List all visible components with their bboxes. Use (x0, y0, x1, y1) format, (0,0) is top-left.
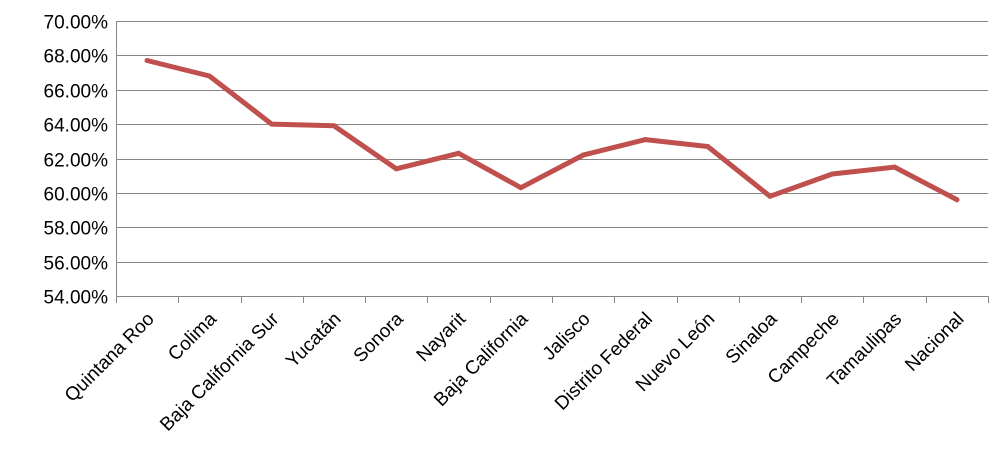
series-layer (144, 58, 960, 203)
data-point (144, 58, 150, 63)
y-tick-label: 54.00% (44, 288, 109, 309)
data-point (580, 152, 586, 158)
x-tick-label: Nayarit (413, 308, 471, 366)
x-tick-label: Jalisco (539, 309, 595, 365)
data-point (269, 121, 275, 127)
y-tick-labels: 54.00% 56.00% 58.00% 60.00% 62.00% 64.00% 66.0… (44, 13, 109, 309)
data-point (705, 144, 711, 149)
data-point (393, 166, 399, 172)
x-tick-label: Colima (164, 308, 221, 365)
data-point (456, 150, 462, 156)
y-tick-label: 60.00% (44, 185, 109, 206)
y-tick-label: 66.00% (44, 82, 109, 103)
y-tick-label: 64.00% (44, 116, 109, 137)
data-point (954, 197, 960, 203)
data-point (206, 73, 212, 79)
data-point (829, 171, 835, 177)
data-point (518, 185, 524, 191)
data-point (642, 137, 648, 143)
x-tick-label: Baja California Sur (156, 308, 283, 435)
data-point (331, 123, 337, 129)
x-tick-label: Quintana Roo (61, 309, 159, 407)
gridlines (116, 21, 988, 297)
x-tick-label: Yucatán (282, 309, 345, 372)
data-point (892, 164, 898, 170)
y-tick-label: 56.00% (44, 254, 109, 275)
x-tick-label: Sonora (350, 308, 408, 366)
x-tick-label: Sinaloa (722, 308, 782, 368)
axes (116, 21, 989, 303)
x-tick-label: Nacional (901, 309, 968, 376)
y-tick-label: 62.00% (44, 151, 109, 172)
data-point (767, 193, 773, 199)
y-tick-label: 70.00% (44, 13, 109, 34)
series-line (144, 58, 960, 203)
y-tick-label: 58.00% (44, 219, 109, 240)
y-tick-label: 68.00% (44, 47, 109, 68)
